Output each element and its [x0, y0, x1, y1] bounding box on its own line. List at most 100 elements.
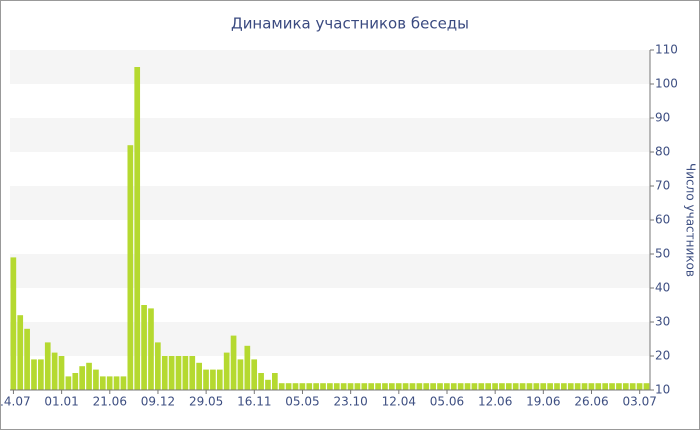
bar — [423, 383, 430, 390]
y-tick-label: 100 — [655, 77, 678, 91]
y-tick-label: 70 — [655, 179, 670, 193]
bar — [361, 383, 368, 390]
bar — [444, 383, 450, 390]
bar — [272, 373, 278, 390]
y-tick-label: 110 — [655, 43, 678, 57]
bar — [450, 383, 457, 390]
bar — [182, 356, 189, 390]
bar — [17, 315, 24, 390]
x-tick-label: 23.10 — [333, 395, 367, 409]
bar — [210, 369, 216, 390]
x-tick-label: 12.04 — [382, 395, 416, 409]
bar — [258, 373, 264, 390]
bar — [65, 376, 72, 390]
bar — [602, 383, 609, 390]
bar — [51, 352, 58, 390]
bar — [622, 383, 629, 390]
bar — [574, 383, 581, 390]
y-axis-label: Число участников — [684, 163, 698, 277]
bar — [237, 359, 244, 390]
grid-band — [10, 322, 650, 356]
bar — [278, 383, 285, 390]
bar — [99, 376, 106, 390]
bar — [340, 383, 347, 390]
x-tick-label: 19.06 — [526, 395, 560, 409]
y-tick-label: 80 — [655, 145, 670, 159]
bar — [616, 383, 622, 390]
y-tick-label: 90 — [655, 111, 670, 125]
bar — [643, 383, 650, 390]
bar — [485, 383, 492, 390]
bar — [554, 383, 560, 390]
bar — [155, 342, 161, 390]
y-tick-label: 60 — [655, 213, 670, 227]
bar — [120, 376, 127, 390]
bar — [58, 356, 65, 390]
x-tick-label: 05.06 — [430, 395, 464, 409]
bar — [368, 383, 375, 390]
bar — [313, 383, 319, 390]
bar — [395, 383, 402, 390]
bar — [38, 359, 44, 390]
bar — [306, 383, 313, 390]
bar — [512, 383, 519, 390]
bar — [629, 383, 636, 390]
bar — [533, 383, 540, 390]
bar — [547, 383, 553, 390]
x-tick-label: 21.06 — [93, 395, 127, 409]
bar — [203, 369, 209, 390]
bar — [354, 383, 361, 390]
bar — [292, 383, 299, 390]
bar — [333, 383, 340, 390]
bar — [437, 383, 443, 390]
bar — [416, 383, 423, 390]
grid-band — [10, 118, 650, 152]
bar — [526, 383, 533, 390]
x-tick-label: 29.05 — [189, 395, 223, 409]
bar — [375, 383, 381, 390]
bar — [10, 257, 17, 390]
bar — [113, 376, 120, 390]
bar — [251, 359, 258, 390]
bar — [127, 145, 134, 390]
grid-band — [10, 254, 650, 288]
bar — [24, 328, 30, 390]
bar — [540, 383, 547, 390]
bar — [505, 383, 512, 390]
bar — [595, 383, 602, 390]
y-tick-label: 50 — [655, 247, 670, 261]
plot: 10 20 30 40 50 60 70 80 90 100 110 14.07 01.01 21.06 0… — [0, 43, 678, 409]
bar — [402, 383, 409, 390]
grid-band — [10, 186, 650, 220]
bar — [347, 383, 354, 390]
bar — [79, 366, 85, 390]
x-tick-label: 26.06 — [574, 395, 608, 409]
bar — [148, 308, 154, 390]
bar — [141, 305, 147, 390]
x-tick-label: 09.12 — [141, 395, 175, 409]
bar — [320, 383, 326, 390]
bar — [93, 369, 99, 390]
bar — [299, 383, 306, 390]
bar — [478, 383, 485, 390]
bar — [168, 356, 175, 390]
bar — [72, 373, 79, 390]
bar — [409, 383, 416, 390]
bar — [285, 383, 292, 390]
y-tick-label: 40 — [655, 281, 670, 295]
x-tick-label: 05.05 — [285, 395, 319, 409]
bar — [216, 369, 223, 390]
x-tick-label: 01.01 — [44, 395, 78, 409]
bar — [230, 335, 237, 390]
chart-title: Динамика участников беседы — [231, 15, 469, 33]
bar — [265, 379, 271, 390]
y-tick-label: 20 — [655, 349, 670, 363]
x-tick-label: 14.07 — [0, 395, 31, 409]
bar — [161, 356, 168, 390]
bar — [86, 362, 92, 390]
bar — [44, 342, 51, 390]
x-tick-label: 16.11 — [237, 395, 271, 409]
bar — [567, 383, 574, 390]
bar — [561, 383, 567, 390]
y-tick-label: 10 — [655, 383, 670, 397]
